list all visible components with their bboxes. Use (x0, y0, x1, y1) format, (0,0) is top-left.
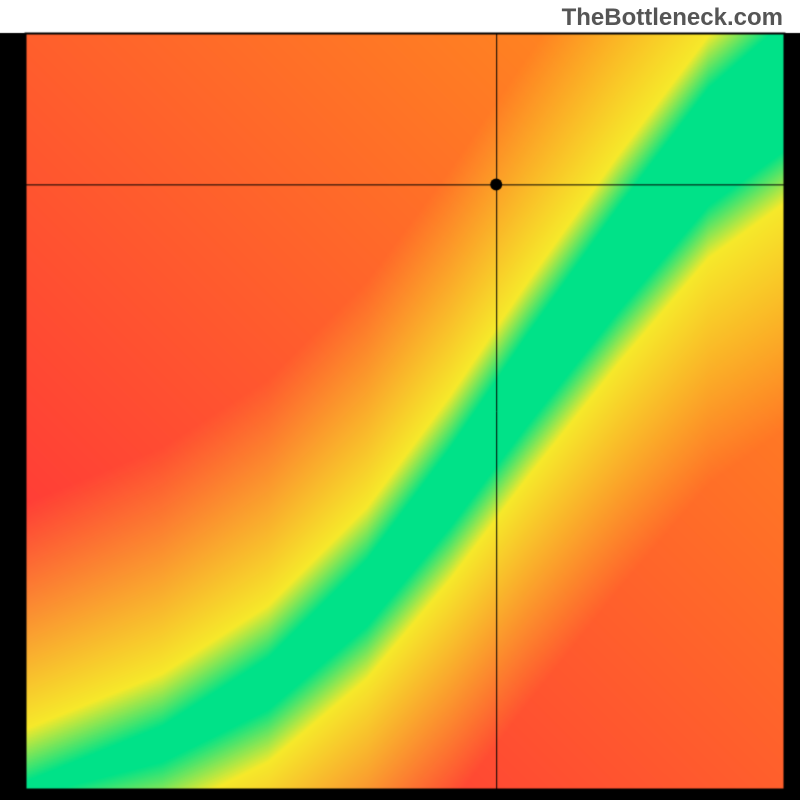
bottleneck-heatmap (0, 0, 800, 800)
watermark-text: TheBottleneck.com (562, 4, 783, 32)
